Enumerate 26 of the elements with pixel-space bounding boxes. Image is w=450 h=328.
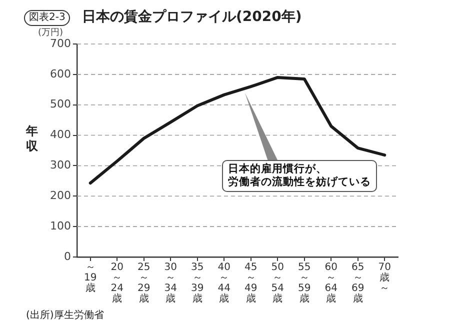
annotation: 日本的雇用慣行が、労働者の流動性を妨げている [222, 160, 377, 192]
x-tick-label: 55～59歳 [298, 262, 311, 304]
x-tick-label: 20～24歳 [110, 262, 124, 304]
x-tick-label: 45～49歳 [244, 262, 258, 304]
y-tick-label: 500 [50, 98, 71, 111]
text: (万円) [38, 27, 64, 38]
y-tick-label: 300 [50, 158, 71, 172]
y-tick-label: 400 [50, 128, 71, 142]
y-tick-label: 200 [50, 189, 71, 202]
y-tick-label: 0 [64, 250, 71, 263]
x-tick-label: 60～64歳 [324, 262, 338, 304]
x-tick-label: 30～34歳 [164, 262, 177, 304]
y-tick-label: 700 [50, 36, 71, 50]
x-tick-label: 35～39歳 [191, 262, 204, 304]
x-tick-label: 40～44歳 [218, 262, 230, 304]
chart-title: 日本の賃金プロファイル(2020年) [82, 8, 302, 26]
x-tick-label: 25～29歳 [138, 262, 150, 304]
x-tick-label: 50～54歳 [271, 262, 284, 304]
y-tick-label: 100 [50, 219, 71, 232]
text: 図表2-3 [24, 10, 70, 26]
x-tick-label: ～19歳 [84, 262, 97, 294]
y-axis-title: 年収 [26, 124, 39, 154]
text: (出所)厚生労働省 [26, 308, 104, 322]
y-tick-label: 600 [50, 67, 71, 80]
x-tick-label: 65～69歳 [352, 262, 364, 304]
x-tick-label: 70歳～ [378, 262, 391, 294]
